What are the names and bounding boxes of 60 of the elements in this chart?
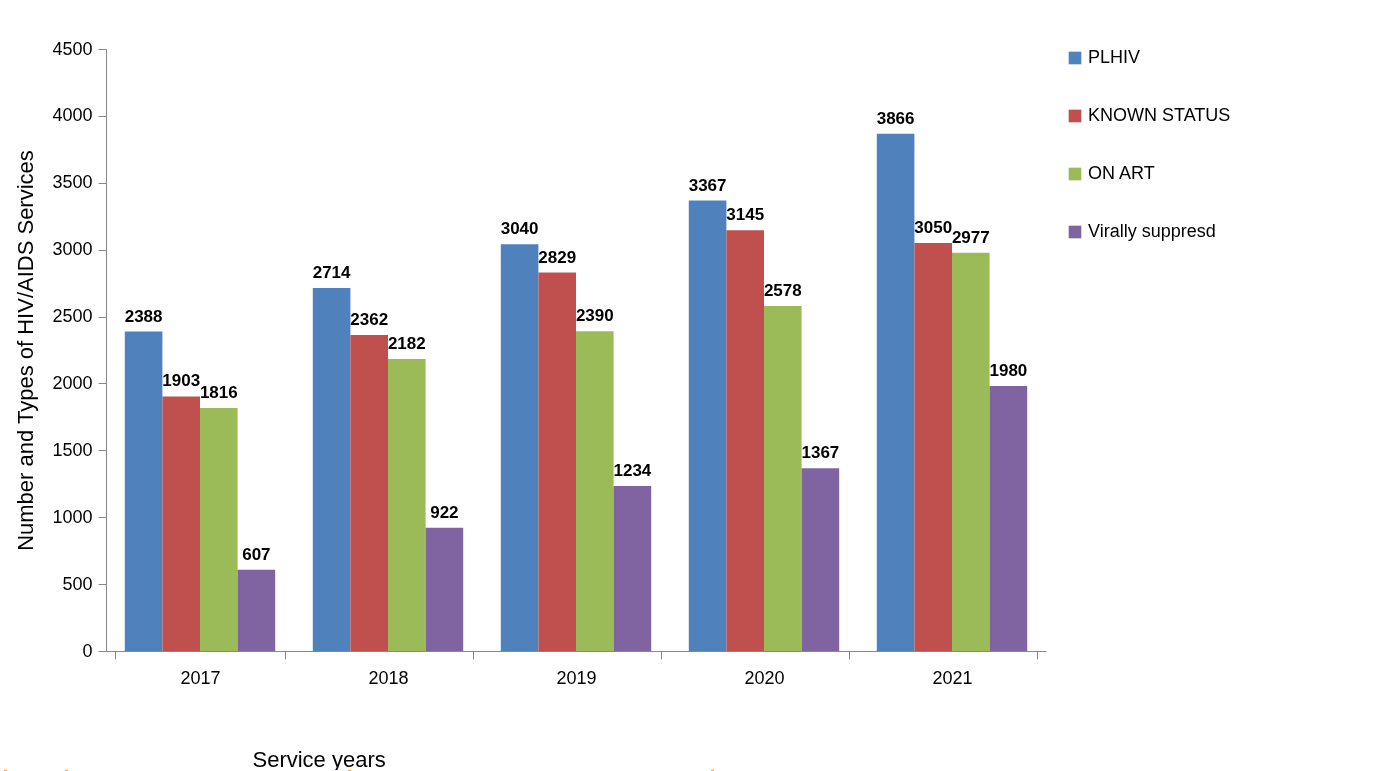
bar (876, 133, 915, 651)
legend-label: Virally suppresd (1088, 221, 1216, 241)
data-label: 2362 (350, 310, 389, 330)
data-label: 1903 (162, 371, 201, 391)
data-label: 3866 (876, 108, 915, 128)
y-tick-label: 0 (82, 640, 93, 661)
data-label: 1234 (613, 460, 652, 480)
data-label: 3040 (500, 219, 539, 239)
data-label: 2714 (312, 262, 352, 282)
data-label: 2182 (387, 334, 426, 354)
bar (500, 244, 539, 651)
data-label: 2829 (538, 247, 577, 267)
bar (425, 527, 464, 651)
bar (989, 386, 1028, 651)
bar (688, 200, 727, 651)
y-tick-label: 3000 (52, 239, 93, 260)
x-tick-label: 2018 (368, 667, 409, 688)
y-tick-label: 3500 (52, 172, 93, 193)
bar (613, 485, 652, 651)
bar (764, 306, 802, 651)
legend-label: PLHIV (1088, 47, 1141, 67)
bar (124, 331, 163, 651)
bar (952, 252, 990, 651)
y-tick-label: 1500 (52, 439, 93, 460)
bar (237, 569, 276, 651)
legend-label: KNOWN STATUS (1088, 105, 1231, 125)
data-label: 3145 (726, 205, 765, 225)
x-tick-label: 2019 (556, 667, 597, 688)
bar (914, 242, 952, 651)
y-tick-label: 4500 (52, 38, 93, 59)
data-label: 3367 (688, 175, 727, 195)
data-label: 3050 (914, 217, 953, 237)
data-label: 607 (242, 544, 271, 564)
y-tick-label: 4000 (52, 105, 93, 126)
x-tick-label: 2020 (744, 667, 785, 688)
x-tick-label: 2017 (180, 667, 221, 688)
bar (538, 272, 576, 651)
x-tick-label: 2021 (932, 667, 973, 688)
bar (388, 359, 426, 651)
bar (350, 335, 388, 651)
y-tick-label: 2000 (52, 372, 93, 393)
legend-label: ON ART (1088, 163, 1155, 183)
bar (726, 230, 764, 651)
y-axis-title: Number and Types of HIV/AIDS Services (13, 150, 39, 551)
bar (801, 468, 840, 651)
data-label: 1980 (989, 361, 1028, 381)
data-label: 922 (430, 502, 459, 522)
bar (162, 396, 200, 651)
y-tick-label: 500 (62, 573, 93, 594)
data-label: 1816 (199, 383, 238, 403)
data-label: 2578 (763, 281, 802, 301)
bar (576, 331, 614, 651)
data-label: 2388 (124, 306, 163, 326)
data-label: 2390 (575, 306, 614, 326)
y-tick-label: 1000 (52, 506, 93, 527)
data-label: 1367 (801, 443, 840, 463)
bar (312, 287, 351, 651)
bar (200, 408, 238, 651)
y-tick-label: 2500 (52, 306, 93, 327)
data-label: 2977 (951, 227, 990, 247)
